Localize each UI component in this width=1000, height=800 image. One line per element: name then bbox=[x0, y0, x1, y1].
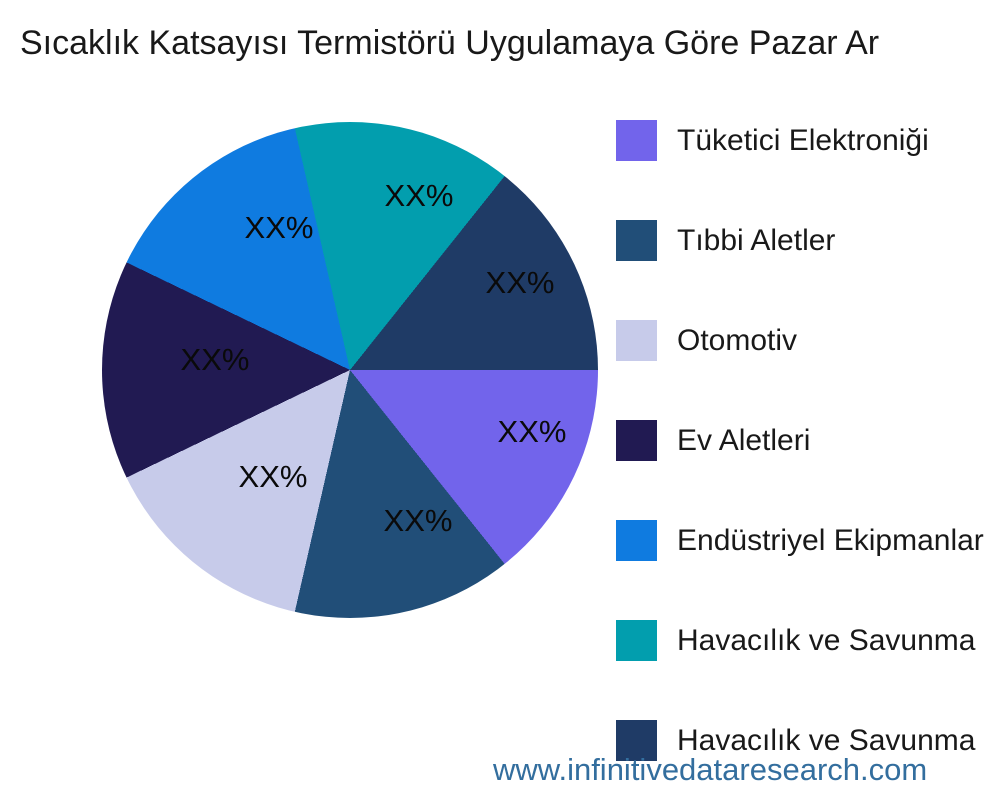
legend-label: Havacılık ve Savunma bbox=[677, 723, 976, 757]
pie-chart bbox=[102, 122, 598, 618]
legend-swatch bbox=[616, 320, 657, 361]
legend-item: Havacılık ve Savunma bbox=[616, 620, 975, 661]
legend-item: Tüketici Elektroniği bbox=[616, 120, 929, 161]
watermark-url: www.infinitivedataresearch.com bbox=[493, 752, 928, 787]
legend-label: Endüstriyel Ekipmanlar bbox=[677, 523, 984, 557]
legend-item: Havacılık ve Savunma bbox=[616, 720, 975, 761]
legend-item: Otomotiv bbox=[616, 320, 797, 361]
pie-slice-percent-label: XX% bbox=[383, 503, 453, 538]
pie-slice-percent-label: XX% bbox=[485, 265, 555, 300]
chart-title: Sıcaklık Katsayısı Termistörü Uygulamaya… bbox=[20, 24, 880, 62]
legend-swatch bbox=[616, 620, 657, 661]
legend-label: Tıbbi Aletler bbox=[677, 223, 836, 257]
legend-swatch bbox=[616, 720, 657, 761]
legend-item: Tıbbi Aletler bbox=[616, 220, 835, 261]
legend-label: Ev Aletleri bbox=[677, 423, 811, 457]
pie-slice-percent-label: XX% bbox=[180, 342, 250, 377]
legend-swatch bbox=[616, 220, 657, 261]
legend-label: Tüketici Elektroniği bbox=[677, 123, 929, 157]
legend-swatch bbox=[616, 120, 657, 161]
legend-item: Ev Aletleri bbox=[616, 420, 810, 461]
pie-slice-percent-label: XX% bbox=[238, 459, 308, 494]
legend-swatch bbox=[616, 520, 657, 561]
legend-item: Endüstriyel Ekipmanlar bbox=[616, 520, 984, 561]
legend-label: Otomotiv bbox=[677, 323, 798, 357]
legend-swatch bbox=[616, 420, 657, 461]
pie-slice-percent-label: XX% bbox=[497, 414, 567, 449]
pie-slice-percent-label: XX% bbox=[384, 178, 454, 213]
legend-label: Havacılık ve Savunma bbox=[677, 623, 976, 657]
pie-slice-percent-label: XX% bbox=[244, 210, 314, 245]
